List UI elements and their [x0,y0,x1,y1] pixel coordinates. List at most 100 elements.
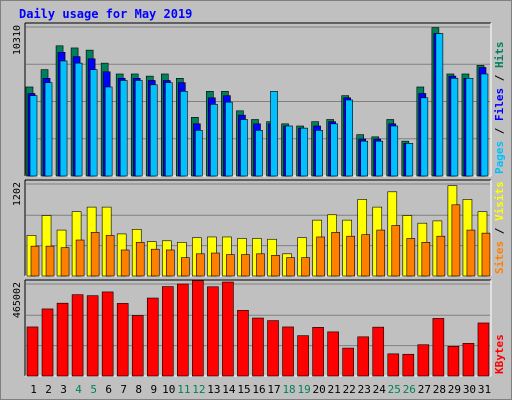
x-axis-day-label: 24 [373,383,387,396]
bar-sites [451,204,461,277]
y-axis-max-label: 465002 [12,282,23,318]
bar-kbytes [372,326,385,377]
legend-hits: Hits [493,42,506,69]
x-axis-day-label: 7 [120,383,127,396]
bar-sites [406,238,416,277]
bar-kbytes [462,343,475,377]
legend-visits: Visits [493,181,506,221]
x-axis-day-label: 4 [75,383,82,396]
bar-kbytes [252,317,264,377]
bar-pages [405,143,414,177]
bar-sites [376,229,386,277]
bar-pages [480,73,489,177]
legend-kbytes: KBytes [493,334,506,374]
bar-pages [465,78,474,177]
bar-kbytes [417,344,430,377]
bar-kbytes [327,331,339,377]
bar-sites [90,232,100,277]
x-axis-day-label: 6 [105,383,112,396]
bar-kbytes [192,280,204,377]
bar-pages [225,101,233,177]
x-axis-day-label: 16 [252,383,265,396]
legend-separator: / [493,68,506,88]
bar-sites [165,249,175,277]
y-axis-max-label: 1202 [12,182,23,206]
bar-pages [300,127,308,177]
bar-sites [286,257,295,277]
x-axis-day-label: 18 [282,383,295,396]
x-axis-day-label: 8 [135,383,142,396]
panel-top: 10310 Pages / Files / Hits [12,22,506,177]
bar-pages [285,125,293,177]
bar-sites [120,249,130,277]
bar-kbytes [237,310,249,377]
bar-sites [75,239,85,277]
bar-pages [89,69,98,177]
bar-pages [149,84,158,177]
bar-kbytes [71,294,84,377]
bar-kbytes [312,327,324,377]
right-axis-legend: Sites / Visits [493,181,506,274]
bar-pages [315,130,323,177]
bar-pages [345,99,353,177]
x-axis-day-label: 11 [177,383,190,396]
bar-kbytes [282,326,294,377]
bar-kbytes [477,322,490,377]
x-axis-day-label: 17 [267,383,280,396]
bar-kbytes [447,346,460,377]
bar-sites [391,225,401,277]
bar-kbytes [432,318,445,377]
bar-sites [361,234,371,277]
bar-sites [301,257,310,277]
x-axis-day-label: 25 [388,383,401,396]
x-axis-day-label: 31 [478,383,491,396]
bar-pages [119,80,128,177]
bar-kbytes [101,291,114,377]
bar-kbytes [177,283,189,377]
x-axis-day-label: 30 [463,383,476,396]
bar-sites [196,253,205,277]
bar-kbytes [207,286,219,377]
panel-bottom: 465002 KBytes [12,279,506,377]
bar-pages [180,91,188,177]
bar-kbytes [267,320,279,377]
bar-sites [181,257,190,277]
x-axis-day-label: 23 [358,383,371,396]
bar-sites [30,245,40,277]
bar-sites [421,242,431,277]
bar-sites [436,235,446,277]
right-axis-legend: KBytes [493,334,506,374]
bar-sites [271,255,280,277]
x-axis-day-label: 19 [297,383,310,396]
bar-kbytes [387,353,400,377]
x-axis-day-label: 21 [328,383,341,396]
bar-pages [104,86,113,177]
bar-sites [346,235,355,277]
bar-kbytes [161,286,174,377]
x-axis-day-label: 15 [237,383,250,396]
bar-pages [375,140,384,177]
bar-pages [134,80,143,177]
bar-sites [226,254,235,277]
x-axis-day-label: 13 [207,383,220,396]
x-axis-day-label: 1 [30,383,37,396]
bar-kbytes [342,347,354,377]
bar-sites [60,247,70,277]
bar-sites [45,245,55,277]
bar-pages [195,130,203,177]
x-axis-day-label: 20 [313,383,326,396]
bar-kbytes [146,297,159,377]
legend-sites: Sites [493,241,506,274]
bar-sites [241,254,250,277]
bar-kbytes [41,308,54,377]
bar-sites [256,253,265,277]
legend-files: Files [493,88,506,121]
bar-sites [331,232,340,277]
x-axis-day-label: 27 [418,383,431,396]
x-axis-day-label: 14 [222,383,236,396]
legend-separator: / [493,121,506,141]
bar-kbytes [297,335,309,377]
bar-kbytes [26,326,39,377]
